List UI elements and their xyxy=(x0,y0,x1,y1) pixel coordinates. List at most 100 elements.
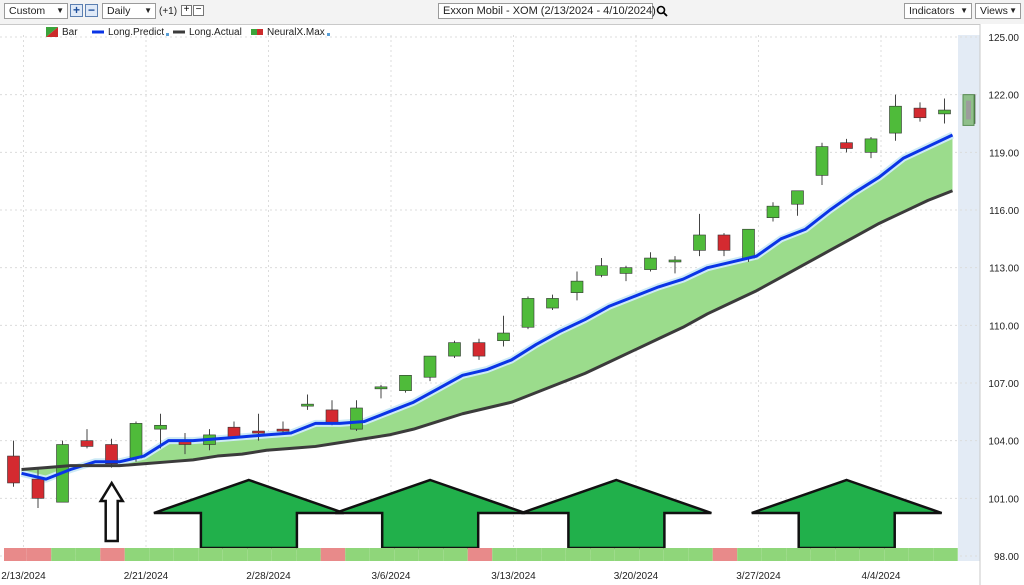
signal-strip-segment xyxy=(663,548,689,561)
plus-small-icon[interactable]: + xyxy=(181,5,192,16)
candle[interactable] xyxy=(399,375,412,391)
views-dropdown[interactable]: Views ▼ xyxy=(975,3,1021,19)
candle[interactable] xyxy=(766,205,780,218)
signal-strip-segment xyxy=(75,548,101,561)
chevron-down-icon: ▼ xyxy=(960,6,968,15)
candle[interactable] xyxy=(227,426,241,438)
signal-strip-segment xyxy=(933,548,958,561)
candle[interactable] xyxy=(129,423,143,459)
legend: Bar Long.Predict Long.Actual NeuralX.Max xyxy=(0,26,960,40)
candle[interactable] xyxy=(889,105,902,134)
candle[interactable] xyxy=(840,142,853,149)
y-tick-label: 110.00 xyxy=(989,321,1019,332)
legend-label: Long.Actual xyxy=(189,27,242,38)
candle[interactable] xyxy=(742,228,755,259)
candle[interactable] xyxy=(301,403,314,407)
candle[interactable] xyxy=(546,298,559,309)
price-chart[interactable]: 98.00 101.00 104.00 107.00 110.00 113.00 116.0… xyxy=(0,24,1024,585)
candle[interactable] xyxy=(938,109,951,115)
signal-strip-segment xyxy=(124,548,150,561)
candle[interactable] xyxy=(350,407,363,430)
candle[interactable] xyxy=(448,342,461,357)
candle[interactable] xyxy=(154,424,167,430)
x-tick-label: 2/13/2024 xyxy=(1,571,46,582)
x-tick-label: 3/13/2024 xyxy=(491,571,536,582)
y-tick-label: 119.00 xyxy=(989,148,1019,159)
candle[interactable] xyxy=(80,440,94,447)
signal-strip-segment xyxy=(443,548,468,561)
symbol-title-field[interactable]: Exxon Mobil - XOM (2/13/2024 - 4/10/2024… xyxy=(438,3,656,19)
candle[interactable] xyxy=(913,107,927,119)
legend-item-long-actual[interactable]: Long.Actual xyxy=(173,26,242,40)
signal-strip-segment xyxy=(369,548,395,561)
y-tick-label: 122.00 xyxy=(988,91,1019,102)
signal-strip-segment xyxy=(786,548,811,561)
candle[interactable] xyxy=(815,146,829,176)
legend-dot xyxy=(166,33,170,36)
legend-item-neuralx-max[interactable]: NeuralX.Max xyxy=(251,26,330,40)
line-swatch-icon xyxy=(173,30,185,34)
signal-strip-segment xyxy=(859,548,885,561)
candle[interactable] xyxy=(570,280,584,293)
candle[interactable] xyxy=(595,265,608,276)
candle[interactable] xyxy=(497,332,510,342)
candle[interactable] xyxy=(864,138,878,153)
line-swatch-icon xyxy=(92,30,104,34)
search-icon[interactable] xyxy=(656,5,668,17)
candle[interactable] xyxy=(521,298,535,328)
candle[interactable] xyxy=(325,409,339,424)
views-label: Views xyxy=(980,5,1008,17)
indicators-dropdown[interactable]: Indicators ▼ xyxy=(904,3,972,19)
signal-strip-segment xyxy=(590,548,615,561)
candle[interactable] xyxy=(472,342,486,357)
y-tick-label: 125.00 xyxy=(988,33,1019,44)
bar-icon xyxy=(251,29,263,36)
period-dropdown[interactable]: Daily ▼ xyxy=(102,3,156,19)
period-value: Daily xyxy=(107,5,131,17)
plus-icon[interactable]: + xyxy=(70,4,83,17)
signal-strip-segment xyxy=(271,548,297,561)
x-tick-label: 2/21/2024 xyxy=(124,571,169,582)
signal-strip-segment xyxy=(810,548,836,561)
candle[interactable] xyxy=(619,267,633,274)
signal-strip-segment xyxy=(737,548,762,561)
preset-dropdown[interactable]: Custom ▼ xyxy=(4,3,68,19)
legend-item-long-predict[interactable]: Long.Predict xyxy=(92,26,170,40)
signal-strip-segment xyxy=(4,548,27,561)
candle[interactable] xyxy=(791,190,804,205)
up-arrow xyxy=(153,478,345,550)
candle[interactable] xyxy=(252,430,265,434)
minus-small-icon[interactable]: − xyxy=(193,5,204,16)
signal-strip-segment xyxy=(712,548,738,561)
minus-icon[interactable]: − xyxy=(85,4,98,17)
forecast-region xyxy=(958,35,980,561)
signal-strip-segment xyxy=(418,548,444,561)
candle[interactable] xyxy=(668,259,682,263)
candle[interactable] xyxy=(717,234,731,251)
candle[interactable] xyxy=(7,455,20,484)
y-tick-label: 101.00 xyxy=(988,494,1019,505)
candle[interactable] xyxy=(423,355,437,378)
legend-label: Bar xyxy=(62,27,78,38)
candle[interactable] xyxy=(31,478,45,499)
chevron-down-icon: ▼ xyxy=(144,6,152,15)
candle[interactable] xyxy=(693,234,706,251)
x-tick-label: 3/6/2024 xyxy=(372,571,411,582)
x-tick-label: 3/20/2024 xyxy=(614,571,659,582)
up-arrow xyxy=(334,478,526,550)
up-arrow xyxy=(751,478,943,550)
signal-strip-segment xyxy=(467,548,493,561)
y-tick-label: 107.00 xyxy=(988,379,1019,390)
signal-strip-segment xyxy=(394,548,419,561)
candle[interactable] xyxy=(374,386,388,390)
candle[interactable] xyxy=(276,428,290,432)
signal-strip-segment xyxy=(149,548,174,561)
candle[interactable] xyxy=(105,444,118,465)
candle[interactable] xyxy=(644,257,657,270)
signal-strip-segment xyxy=(541,548,566,561)
legend-item-bar[interactable]: Bar xyxy=(46,26,78,40)
signal-strip-segment xyxy=(198,548,223,561)
y-tick-label: 113.00 xyxy=(989,264,1019,275)
legend-dot xyxy=(326,33,330,36)
signal-strip-segment xyxy=(835,548,860,561)
